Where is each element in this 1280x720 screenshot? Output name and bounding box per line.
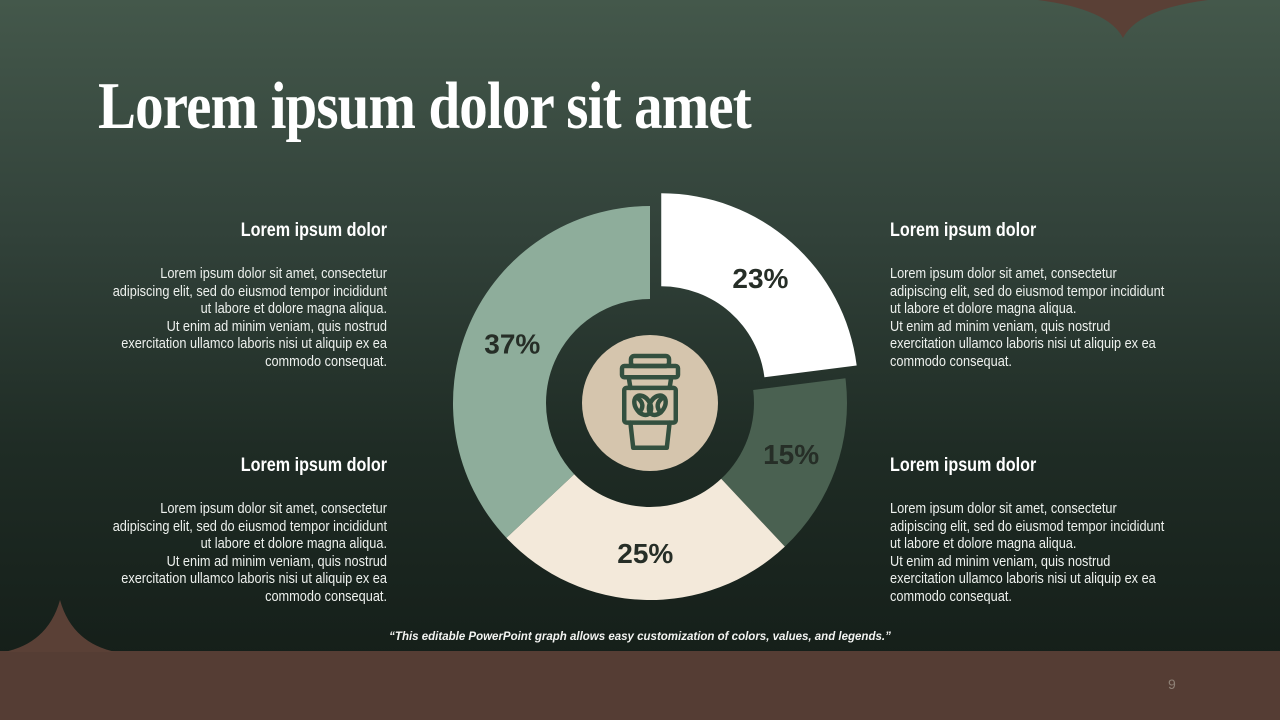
text-block-top-right: Lorem ipsum dolor Lorem ipsum dolor sit … <box>890 220 1183 371</box>
page-number: 9 <box>1168 676 1176 692</box>
block-heading: Lorem ipsum dolor <box>890 220 1037 241</box>
text-block-bottom-right: Lorem ipsum dolor Lorem ipsum dolor sit … <box>890 455 1183 606</box>
donut-slice <box>452 206 650 538</box>
block-body: Lorem ipsum dolor sit amet, consectetur … <box>112 500 387 605</box>
donut-slice <box>721 378 848 547</box>
ornament-shape <box>1038 0 1208 38</box>
footer-bar <box>0 651 1280 720</box>
donut-slice <box>661 193 857 378</box>
donut-chart: 23% 15% 25% 37% <box>452 193 857 601</box>
slice-label: 15% <box>763 439 819 470</box>
block-body: Lorem ipsum dolor sit amet, consectetur … <box>112 265 387 370</box>
coffee-cup-icon <box>619 353 681 451</box>
top-right-ornament <box>1038 0 1208 38</box>
text-block-bottom-left: Lorem ipsum dolor Lorem ipsum dolor sit … <box>94 455 387 606</box>
slice-label: 37% <box>484 328 540 359</box>
block-heading: Lorem ipsum dolor <box>240 455 387 476</box>
chart-center <box>582 335 718 471</box>
block-body: Lorem ipsum dolor sit amet, consectetur … <box>890 500 1165 605</box>
ornament-shape <box>4 600 116 652</box>
footer-caption: “This editable PowerPoint graph allows e… <box>389 631 891 643</box>
block-heading: Lorem ipsum dolor <box>890 455 1037 476</box>
text-block-top-left: Lorem ipsum dolor Lorem ipsum dolor sit … <box>94 220 387 371</box>
slice-label: 25% <box>617 538 673 569</box>
block-body: Lorem ipsum dolor sit amet, consectetur … <box>890 265 1165 370</box>
slice-label: 23% <box>732 263 788 294</box>
donut-slices: 23% 15% 25% 37% <box>452 193 857 601</box>
slide-title: Lorem ipsum dolor sit amet <box>98 69 752 143</box>
bottom-left-ornament <box>4 600 116 652</box>
block-heading: Lorem ipsum dolor <box>240 220 387 241</box>
donut-slice <box>506 474 785 601</box>
